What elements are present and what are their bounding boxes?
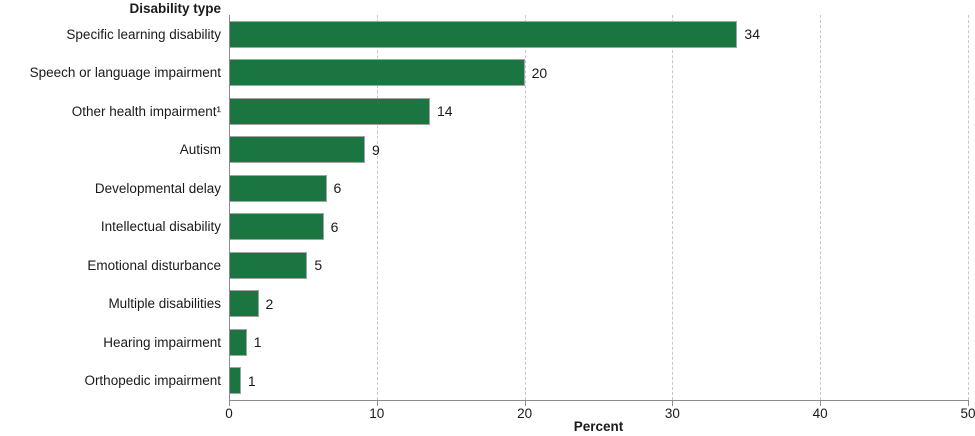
value-label: 6 — [330, 218, 339, 235]
tick-label: 10 — [369, 406, 385, 421]
tick-mark — [968, 400, 969, 406]
gridline — [672, 15, 674, 400]
tick-mark — [672, 400, 674, 406]
chart-row: Specific learning disability 34 — [0, 15, 968, 54]
bar-track: 5 — [229, 251, 968, 279]
bar — [229, 174, 327, 202]
tick-label: 40 — [812, 406, 828, 421]
tick-mark — [376, 400, 378, 406]
bar — [229, 213, 324, 241]
x-axis-line — [229, 400, 969, 401]
bar — [229, 290, 259, 318]
bar-track: 6 — [229, 174, 968, 202]
tick-mark — [524, 400, 526, 406]
category-label: Other health impairment¹ — [71, 103, 221, 119]
value-label: 1 — [253, 334, 262, 351]
bar-track: 1 — [229, 367, 968, 395]
tick-label: 50 — [960, 406, 975, 421]
value-label: 34 — [744, 26, 760, 43]
tick-mark — [229, 400, 230, 406]
bar-track: 9 — [229, 136, 968, 164]
bar-track: 6 — [229, 213, 968, 241]
bar — [229, 97, 430, 125]
value-label: 1 — [247, 372, 256, 389]
category-label: Speech or language impairment — [29, 65, 221, 81]
category-label: Developmental delay — [94, 180, 221, 196]
category-label: Intellectual disability — [100, 219, 221, 235]
bar-track: 2 — [229, 290, 968, 318]
x-axis-ticks: 0 10 20 30 40 50 — [225, 400, 975, 436]
category-label: Multiple disabilities — [108, 296, 221, 312]
bar — [229, 59, 525, 87]
tick-label: 0 — [225, 406, 233, 421]
bar-track: 20 — [229, 59, 968, 87]
bar — [229, 136, 365, 164]
bar-track: 14 — [229, 97, 968, 125]
chart-row: Orthopedic impairment 1 — [0, 362, 968, 401]
value-label: 14 — [437, 103, 453, 120]
bar-track: 34 — [229, 20, 968, 48]
value-label: 20 — [531, 64, 548, 81]
chart-row: Hearing impairment 1 — [0, 323, 968, 362]
value-label: 6 — [333, 180, 342, 197]
tick-label: 20 — [517, 406, 533, 421]
y-axis-line — [229, 15, 230, 401]
gridline — [820, 15, 822, 400]
chart-row: Intellectual disability 6 — [0, 208, 968, 247]
chart-row: Other health impairment¹ 14 — [0, 92, 968, 131]
chart-row: Emotional disturbance 5 — [0, 246, 968, 285]
category-label: Specific learning disability — [66, 26, 221, 42]
category-label: Autism — [179, 142, 221, 158]
chart-rows: Specific learning disability 34 Speech or … — [0, 15, 968, 400]
gridline — [968, 15, 969, 400]
gridline — [376, 15, 378, 400]
chart-row: Speech or language impairment 20 — [0, 54, 968, 93]
bar — [229, 328, 247, 356]
chart-title: Disability type — [129, 1, 221, 16]
value-label: 5 — [314, 257, 323, 274]
category-label: Emotional disturbance — [87, 257, 221, 273]
value-label: 2 — [265, 295, 274, 312]
bar — [229, 367, 241, 395]
x-axis-title: Percent — [573, 419, 624, 434]
bar — [229, 251, 308, 279]
chart-row: Multiple disabilities 2 — [0, 285, 968, 324]
tick-label: 30 — [664, 406, 680, 421]
plot-area — [229, 15, 969, 400]
bar — [229, 20, 738, 48]
chart-row: Autism 9 — [0, 131, 968, 170]
bar-track: 1 — [229, 328, 968, 356]
tick-mark — [820, 400, 822, 406]
gridline — [524, 15, 526, 400]
value-label: 9 — [371, 141, 380, 158]
category-label: Hearing impairment — [103, 334, 221, 350]
category-label: Orthopedic impairment — [84, 373, 221, 389]
chart-row: Developmental delay 6 — [0, 169, 968, 208]
